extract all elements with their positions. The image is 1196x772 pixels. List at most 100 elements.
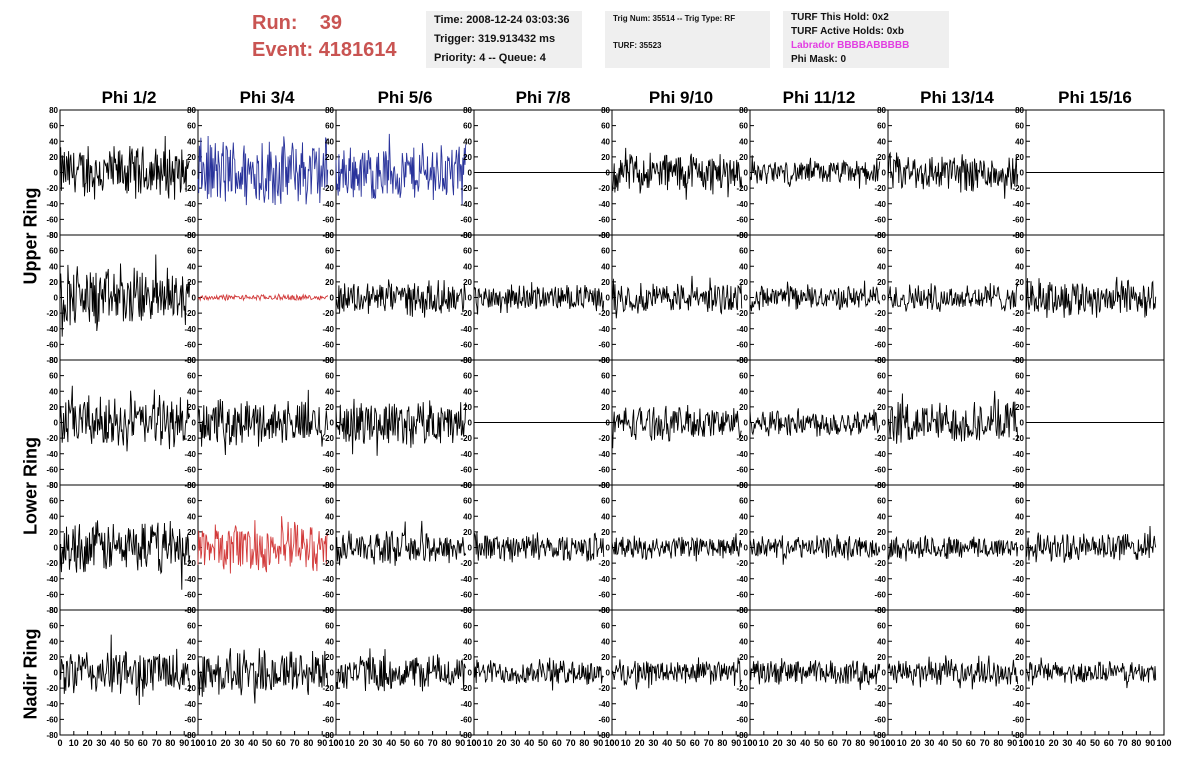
y-tick-label: -60 — [1012, 215, 1024, 224]
y-tick-label: 20 — [463, 278, 472, 287]
y-tick-label: 0 — [744, 419, 749, 428]
waveform-trace — [335, 648, 467, 692]
y-tick-label: 80 — [877, 606, 886, 615]
y-tick-label: -20 — [1012, 559, 1024, 568]
y-tick-label: -20 — [184, 309, 196, 318]
y-tick-label: -40 — [1012, 450, 1024, 459]
y-tick-label: -60 — [736, 465, 748, 474]
waveform-trace — [887, 390, 1019, 444]
waveform-trace — [749, 155, 881, 189]
y-tick-label: 60 — [463, 247, 472, 256]
y-tick-label: -60 — [184, 340, 196, 349]
y-tick-label: 40 — [1015, 512, 1024, 521]
x-tick-label: 50 — [814, 738, 824, 748]
y-tick-label: 60 — [325, 122, 334, 131]
y-tick-label: 40 — [463, 137, 472, 146]
y-tick-label: -60 — [322, 215, 334, 224]
x-tick-label: 70 — [980, 738, 990, 748]
phi-column-header: Phi 15/16 — [1058, 88, 1132, 107]
x-tick-label: 80 — [717, 738, 727, 748]
x-tick-label: 90 — [1007, 738, 1017, 748]
y-tick-label: 60 — [49, 122, 58, 131]
waveform-trace — [1025, 276, 1157, 318]
event-value: 4181614 — [318, 39, 397, 61]
y-tick-label: 20 — [187, 403, 196, 412]
trigger-text: Trigger: 319.913432 ms — [434, 33, 556, 45]
y-tick-label: 60 — [1015, 622, 1024, 631]
y-tick-label: 20 — [601, 153, 610, 162]
phi-column-header: Phi 5/6 — [377, 88, 433, 107]
y-tick-label: -20 — [184, 684, 196, 693]
x-tick-label: 100 — [466, 738, 481, 748]
y-tick-label: -60 — [598, 715, 610, 724]
x-tick-label: 10 — [1035, 738, 1045, 748]
y-tick-label: -60 — [1012, 340, 1024, 349]
x-tick-label: 60 — [1104, 738, 1114, 748]
waveform-trace — [611, 147, 743, 200]
y-tick-label: 40 — [463, 387, 472, 396]
y-tick-label: 0 — [882, 669, 887, 678]
y-tick-label: -60 — [184, 465, 196, 474]
y-tick-label: -40 — [184, 575, 196, 584]
y-tick-label: 80 — [325, 356, 334, 365]
y-tick-label: -60 — [874, 590, 886, 599]
x-tick-label: 90 — [869, 738, 879, 748]
waveform-trace — [611, 533, 743, 562]
phi-column-header: Phi 11/12 — [782, 88, 856, 107]
y-tick-label: 20 — [601, 653, 610, 662]
y-tick-label: 40 — [739, 387, 748, 396]
y-tick-label: 80 — [877, 106, 886, 115]
y-tick-label: -20 — [46, 434, 58, 443]
y-tick-label: -80 — [46, 481, 58, 490]
y-tick-label: -40 — [184, 200, 196, 209]
y-tick-label: -60 — [598, 590, 610, 599]
y-tick-label: -40 — [874, 575, 886, 584]
y-tick-label: 60 — [1015, 497, 1024, 506]
y-tick-label: 80 — [1015, 356, 1024, 365]
y-tick-label: 80 — [49, 106, 58, 115]
y-tick-label: -20 — [598, 434, 610, 443]
waveform-trace — [197, 389, 329, 456]
y-tick-label: 0 — [330, 169, 335, 178]
x-tick-label: 0 — [333, 738, 338, 748]
x-tick-label: 90 — [179, 738, 189, 748]
x-tick-label: 70 — [566, 738, 576, 748]
y-tick-label: 20 — [187, 278, 196, 287]
y-tick-label: -40 — [598, 200, 610, 209]
y-tick-label: 0 — [468, 544, 473, 553]
y-tick-label: 20 — [739, 403, 748, 412]
y-tick-label: 60 — [601, 122, 610, 131]
y-tick-label: -40 — [184, 325, 196, 334]
y-tick-label: 60 — [739, 622, 748, 631]
y-tick-label: 20 — [463, 403, 472, 412]
run-value: 39 — [319, 12, 343, 34]
y-tick-label: -40 — [46, 450, 58, 459]
y-tick-label: 80 — [739, 106, 748, 115]
x-tick-label: 80 — [1131, 738, 1141, 748]
y-tick-label: 0 — [54, 669, 59, 678]
y-tick-label: -60 — [460, 215, 472, 224]
y-tick-label: -60 — [874, 465, 886, 474]
y-tick-label: 60 — [739, 247, 748, 256]
x-tick-label: 60 — [138, 738, 148, 748]
y-tick-label: 40 — [877, 387, 886, 396]
y-tick-label: -20 — [874, 559, 886, 568]
x-tick-label: 70 — [290, 738, 300, 748]
x-tick-label: 20 — [911, 738, 921, 748]
y-tick-label: -20 — [184, 434, 196, 443]
y-tick-label: -60 — [1012, 465, 1024, 474]
y-tick-label: 20 — [463, 528, 472, 537]
x-tick-label: 40 — [662, 738, 672, 748]
y-tick-label: 80 — [463, 606, 472, 615]
y-tick-label: 20 — [739, 528, 748, 537]
x-tick-label: 0 — [747, 738, 752, 748]
y-tick-label: -40 — [874, 450, 886, 459]
y-tick-label: -20 — [874, 184, 886, 193]
y-tick-label: -60 — [736, 340, 748, 349]
y-tick-label: 20 — [49, 403, 58, 412]
y-tick-label: -60 — [184, 590, 196, 599]
y-tick-label: -40 — [874, 325, 886, 334]
y-tick-label: -80 — [322, 731, 334, 740]
x-tick-label: 40 — [938, 738, 948, 748]
y-tick-label: 40 — [325, 387, 334, 396]
